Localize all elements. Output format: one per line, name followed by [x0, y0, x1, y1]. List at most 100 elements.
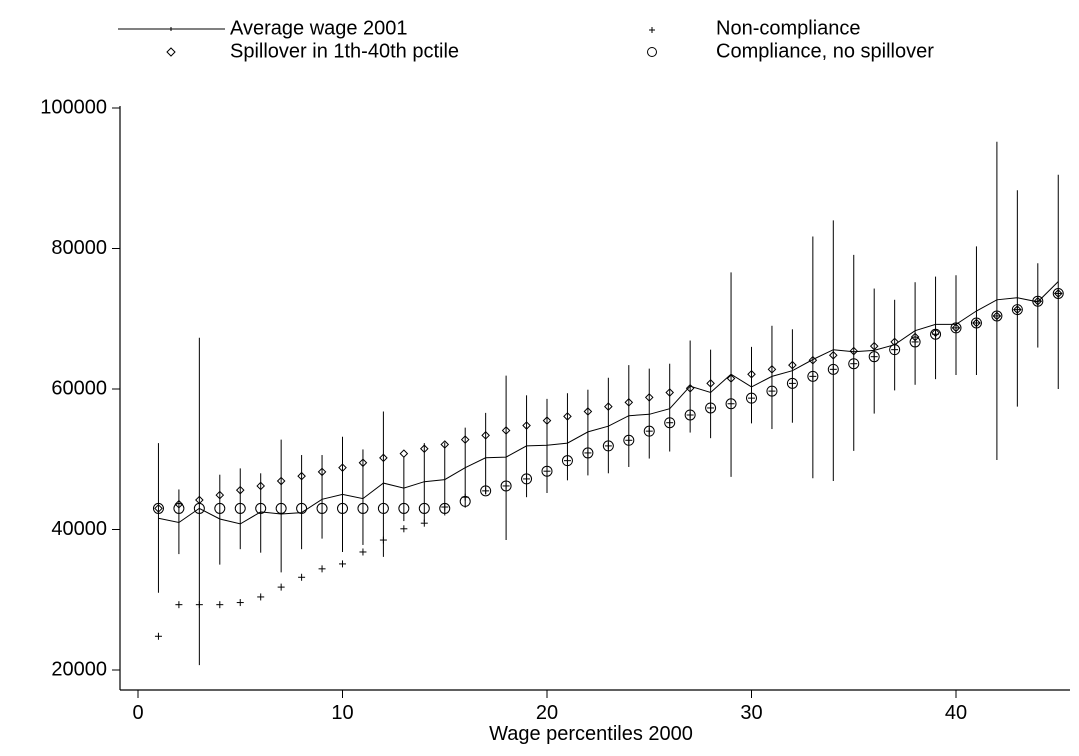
compliance-point	[521, 473, 533, 485]
spillover-point	[481, 431, 490, 440]
non-compliance-point	[666, 419, 674, 427]
non-compliance-point	[175, 601, 183, 609]
legend-label-non-compliance: Non-compliance	[716, 17, 861, 39]
spillover-point	[951, 323, 961, 333]
spillover-point	[828, 350, 838, 360]
spillover-point	[931, 328, 940, 338]
non-compliance-point	[400, 525, 408, 533]
legend-label-spillover: Spillover in 1th-40th pctile	[230, 40, 459, 62]
y-tick-label: 40000	[51, 518, 107, 540]
non-compliance-point	[563, 457, 571, 465]
non-compliance-point	[809, 372, 817, 380]
non-compliance-point	[686, 411, 694, 419]
compliance-point	[357, 502, 369, 514]
compliance-point	[152, 502, 164, 514]
spillover-point	[788, 360, 797, 370]
non-compliance-point	[195, 601, 203, 609]
y-tick-label: 100000	[40, 96, 107, 118]
spillover-point	[849, 346, 859, 356]
non-compliance-point	[952, 324, 960, 332]
confidence-intervals	[157, 141, 1059, 666]
non-compliance-point	[154, 632, 162, 640]
non-compliance-point	[993, 312, 1001, 320]
compliance-point	[582, 447, 594, 459]
series-non-compliance	[154, 289, 1062, 640]
compliance-point	[766, 385, 778, 397]
legend-item-spillover: Spillover in 1th-40th pctile	[166, 40, 459, 62]
spillover-point	[460, 435, 470, 444]
non-compliance-point	[584, 449, 592, 457]
non-compliance-point	[727, 400, 735, 408]
non-compliance-point	[645, 427, 653, 435]
compliance-point	[725, 398, 737, 410]
compliance-point	[889, 344, 901, 356]
x-tick-label: 40	[945, 702, 967, 724]
non-compliance-point	[502, 482, 510, 490]
x-tick-label: 30	[740, 702, 762, 724]
spillover-point	[563, 412, 572, 421]
spillover-point	[358, 458, 368, 468]
x-tick-label: 0	[132, 702, 143, 724]
compliance-point	[214, 502, 226, 514]
spillover-point	[419, 444, 429, 454]
spillover-point	[706, 379, 715, 388]
compliance-point	[296, 502, 308, 514]
spillover-point	[665, 388, 675, 397]
y-axis: 20000 40000 60000 80000 100000	[40, 96, 121, 690]
non-compliance-point	[441, 503, 449, 511]
spillover-point	[399, 449, 409, 458]
x-tick-label: 20	[536, 702, 558, 724]
non-compliance-point	[1034, 297, 1042, 305]
spillover-point	[440, 440, 450, 449]
compliance-point	[337, 502, 348, 514]
spillover-point	[624, 398, 634, 407]
spillover-point	[910, 332, 920, 342]
x-axis: 0 10 20 30 40 Wage percentiles 2000	[120, 689, 1070, 745]
non-compliance-point	[788, 379, 796, 387]
non-compliance-point	[482, 487, 490, 495]
spillover-point	[972, 318, 981, 328]
spillover-point	[726, 374, 736, 383]
compliance-point	[418, 502, 430, 514]
spillover-point	[542, 416, 552, 425]
spillover-point	[338, 463, 347, 472]
non-compliance-point	[625, 436, 633, 444]
non-compliance-point	[891, 346, 899, 354]
spillover-point	[154, 504, 163, 513]
compliance-point	[643, 425, 655, 437]
spillover-point	[992, 311, 1002, 321]
compliance-point	[786, 377, 798, 389]
compliance-point	[746, 392, 757, 404]
non-compliance-point	[298, 573, 306, 581]
compliance-point	[827, 363, 839, 375]
legend-circle-symbol	[647, 47, 657, 57]
legend-item-compliance: Compliance, no spillover	[647, 40, 934, 62]
compliance-point	[561, 455, 573, 467]
non-compliance-point	[1013, 306, 1021, 314]
compliance-point	[950, 322, 962, 334]
compliance-point	[1052, 287, 1064, 299]
compliance-point	[377, 502, 389, 514]
non-compliance-point	[911, 338, 919, 346]
legend: Average wage 2001 Non-compliance Spillov…	[118, 17, 934, 62]
non-compliance-point	[1054, 289, 1062, 297]
series-spillover	[154, 289, 1063, 513]
spillover-point	[685, 383, 695, 393]
y-tick-label: 80000	[51, 237, 107, 259]
non-compliance-point	[707, 404, 715, 412]
non-compliance-point	[829, 365, 837, 373]
spillover-point	[276, 476, 286, 486]
spillover-point	[501, 426, 511, 435]
y-tick-label: 20000	[51, 658, 107, 680]
compliance-point	[1011, 304, 1023, 316]
compliance-point	[909, 336, 921, 348]
spillover-point	[317, 467, 327, 477]
spillover-point	[747, 369, 756, 379]
spillover-point	[215, 490, 225, 500]
non-compliance-point	[359, 548, 367, 556]
legend-label-compliance: Compliance, no spillover	[716, 40, 934, 62]
compliance-point	[234, 502, 246, 514]
non-compliance-point	[277, 583, 285, 591]
compliance-point	[193, 502, 205, 514]
